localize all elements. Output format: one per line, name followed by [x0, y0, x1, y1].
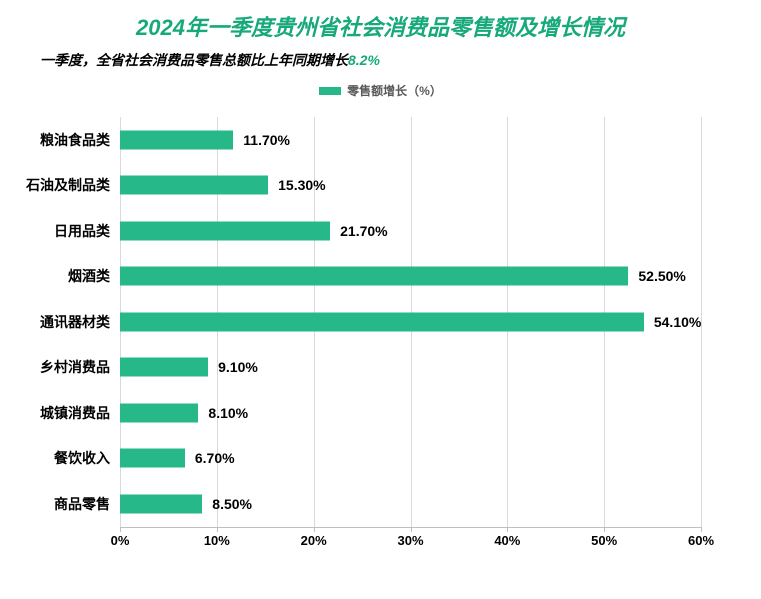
subtitle-highlight: 8.2% — [348, 52, 380, 68]
category-label: 城镇消费品 — [40, 403, 120, 423]
x-tick-mark — [314, 527, 315, 532]
category-label: 通讯器材类 — [40, 312, 120, 332]
bar-row: 通讯器材类54.10% — [120, 299, 701, 345]
bar-value-label: 11.70% — [243, 132, 290, 148]
x-tick-label: 10% — [204, 533, 230, 548]
bar-row: 乡村消费品9.10% — [120, 345, 701, 391]
bar-value-label: 9.10% — [218, 359, 258, 375]
bar — [120, 312, 644, 331]
chart-title: 2024年一季度贵州省社会消费品零售额及增长情况 — [20, 10, 741, 42]
chart-subtitle: 一季度，全省社会消费品零售总额比上年同期增长8.2% — [40, 50, 741, 70]
bar-row: 商品零售8.50% — [120, 481, 701, 527]
x-tick-mark — [507, 527, 508, 532]
bar-value-label: 21.70% — [340, 223, 387, 239]
bar — [120, 221, 330, 240]
bar — [120, 176, 268, 195]
bar — [120, 267, 628, 286]
x-tick-mark — [411, 527, 412, 532]
category-label: 粮油食品类 — [40, 130, 120, 150]
bar-value-label: 6.70% — [195, 450, 235, 466]
category-label: 烟酒类 — [68, 266, 120, 286]
legend-label: 零售额增长（%） — [347, 84, 442, 98]
x-tick-mark — [217, 527, 218, 532]
x-axis: 0%10%20%30%40%50%60% — [120, 527, 701, 557]
bar — [120, 130, 233, 149]
bar-value-label: 54.10% — [654, 314, 701, 330]
bar — [120, 494, 202, 513]
bar-value-label: 52.50% — [638, 268, 685, 284]
x-tick-label: 20% — [301, 533, 327, 548]
x-tick-label: 60% — [688, 533, 714, 548]
x-tick-mark — [120, 527, 121, 532]
x-tick-label: 50% — [591, 533, 617, 548]
category-label: 商品零售 — [54, 494, 120, 514]
legend: 零售额增长（%） — [20, 82, 741, 99]
bar-row: 城镇消费品8.10% — [120, 390, 701, 436]
bar-row: 粮油食品类11.70% — [120, 117, 701, 163]
category-label: 乡村消费品 — [40, 357, 120, 377]
chart-area: 粮油食品类11.70%石油及制品类15.30%日用品类21.70%烟酒类52.5… — [120, 117, 701, 557]
bar-value-label: 8.50% — [212, 496, 252, 512]
x-tick-label: 30% — [397, 533, 423, 548]
legend-marker — [319, 87, 341, 95]
category-label: 餐饮收入 — [54, 448, 120, 468]
subtitle-prefix: 一季度，全省社会消费品零售总额比上年同期增长 — [40, 52, 348, 68]
bar-row: 烟酒类52.50% — [120, 254, 701, 300]
category-label: 石油及制品类 — [26, 175, 120, 195]
bar-row: 石油及制品类15.30% — [120, 163, 701, 209]
bar-row: 餐饮收入6.70% — [120, 436, 701, 482]
x-tick-mark — [701, 527, 702, 532]
category-label: 日用品类 — [54, 221, 120, 241]
bar-value-label: 15.30% — [278, 177, 325, 193]
x-tick-mark — [604, 527, 605, 532]
bar-value-label: 8.10% — [208, 405, 248, 421]
plot-area: 粮油食品类11.70%石油及制品类15.30%日用品类21.70%烟酒类52.5… — [120, 117, 701, 527]
chart-container: 2024年一季度贵州省社会消费品零售额及增长情况 一季度，全省社会消费品零售总额… — [0, 0, 761, 599]
bar — [120, 449, 185, 468]
x-tick-label: 40% — [494, 533, 520, 548]
x-tick-label: 0% — [111, 533, 130, 548]
bar-row: 日用品类21.70% — [120, 208, 701, 254]
bar — [120, 403, 198, 422]
bar — [120, 358, 208, 377]
